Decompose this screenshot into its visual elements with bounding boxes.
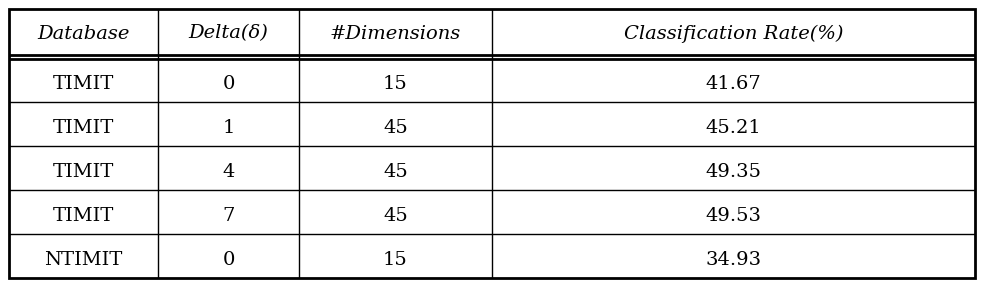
Text: Delta(δ): Delta(δ) xyxy=(189,25,269,42)
Text: Classification Rate(%): Classification Rate(%) xyxy=(624,24,843,43)
Text: TIMIT: TIMIT xyxy=(53,163,114,181)
Text: 4: 4 xyxy=(222,163,235,181)
Text: TIMIT: TIMIT xyxy=(53,75,114,93)
Text: 45: 45 xyxy=(383,119,407,137)
Text: 1: 1 xyxy=(222,119,235,137)
Text: 15: 15 xyxy=(383,251,407,269)
Text: 45.21: 45.21 xyxy=(706,119,762,137)
Text: NTIMIT: NTIMIT xyxy=(44,251,123,269)
Text: 49.35: 49.35 xyxy=(706,163,762,181)
Text: 0: 0 xyxy=(222,251,235,269)
Text: 49.53: 49.53 xyxy=(706,207,762,225)
Text: 45: 45 xyxy=(383,163,407,181)
Text: 34.93: 34.93 xyxy=(706,251,762,269)
Text: 7: 7 xyxy=(222,207,235,225)
Text: 15: 15 xyxy=(383,75,407,93)
Text: Database: Database xyxy=(37,25,130,42)
Text: TIMIT: TIMIT xyxy=(53,207,114,225)
Text: TIMIT: TIMIT xyxy=(53,119,114,137)
Text: 45: 45 xyxy=(383,207,407,225)
Text: 41.67: 41.67 xyxy=(706,75,762,93)
Text: #Dimensions: #Dimensions xyxy=(330,25,461,42)
Text: 0: 0 xyxy=(222,75,235,93)
